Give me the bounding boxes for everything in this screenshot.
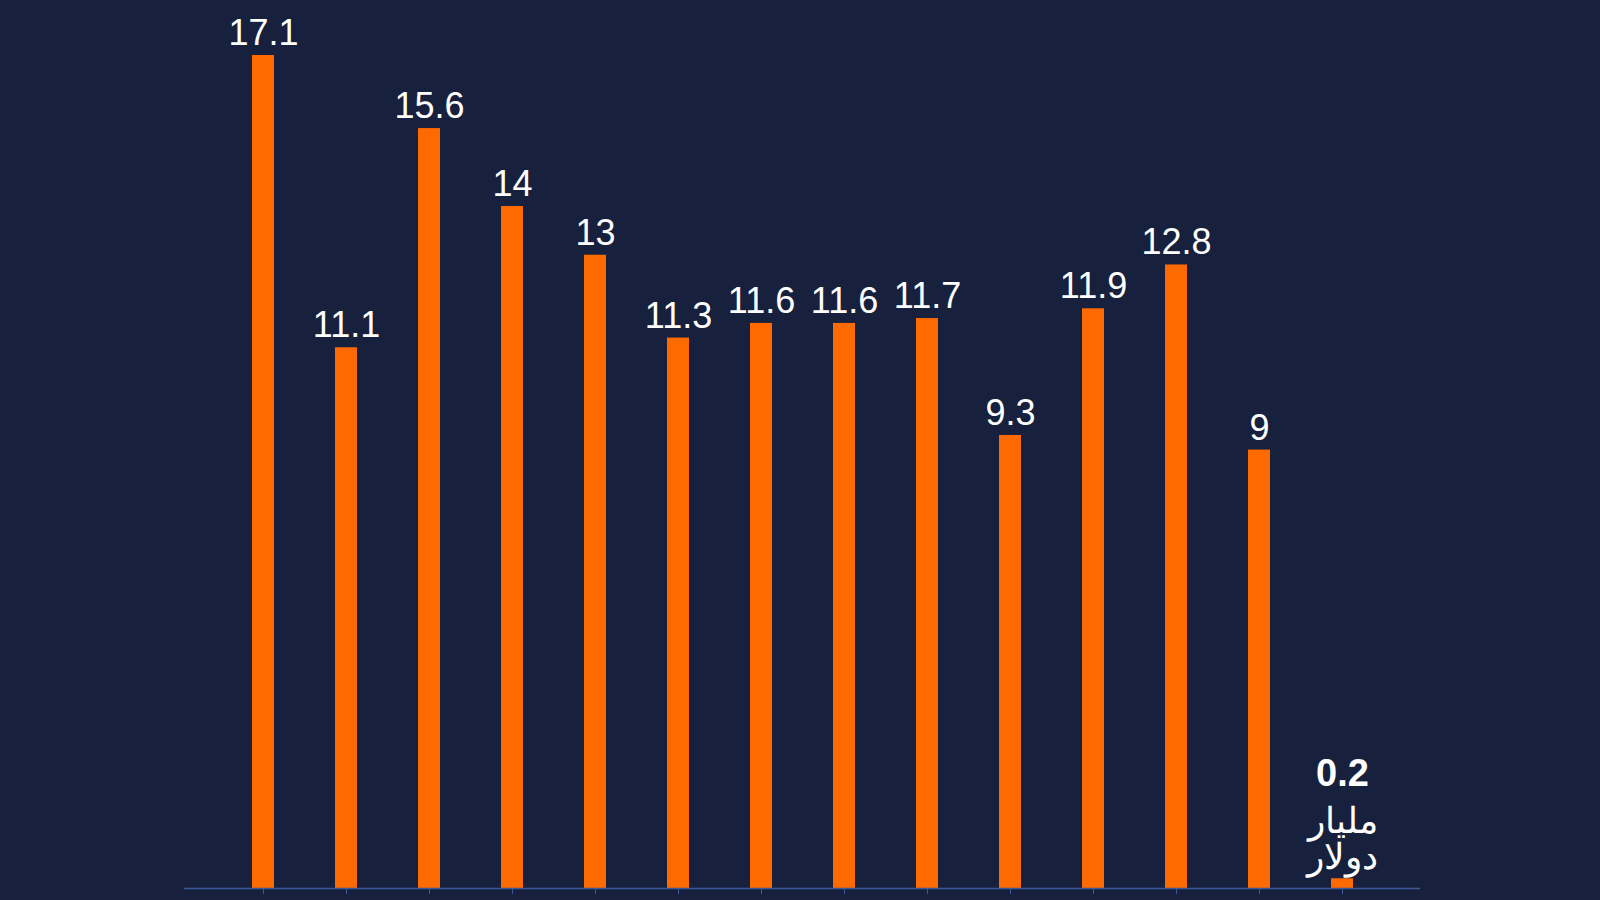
svg-text:14: 14 xyxy=(492,163,532,204)
svg-text:0.2: 0.2 xyxy=(1316,752,1369,794)
svg-text:11.1: 11.1 xyxy=(313,304,380,345)
svg-text:12.8: 12.8 xyxy=(1141,221,1211,262)
svg-text:15.6: 15.6 xyxy=(394,85,464,126)
svg-text:17.1: 17.1 xyxy=(228,12,298,53)
svg-text:11.7: 11.7 xyxy=(894,275,961,316)
svg-text:ملياردولار: ملياردولار xyxy=(1305,800,1378,878)
svg-text:11.3: 11.3 xyxy=(645,295,712,336)
svg-text:11.6: 11.6 xyxy=(811,280,878,321)
svg-text:11.6: 11.6 xyxy=(728,280,795,321)
svg-text:9.3: 9.3 xyxy=(985,392,1035,433)
svg-text:9: 9 xyxy=(1249,407,1269,448)
svg-text:13: 13 xyxy=(575,212,615,253)
svg-text:11.9: 11.9 xyxy=(1060,265,1127,306)
